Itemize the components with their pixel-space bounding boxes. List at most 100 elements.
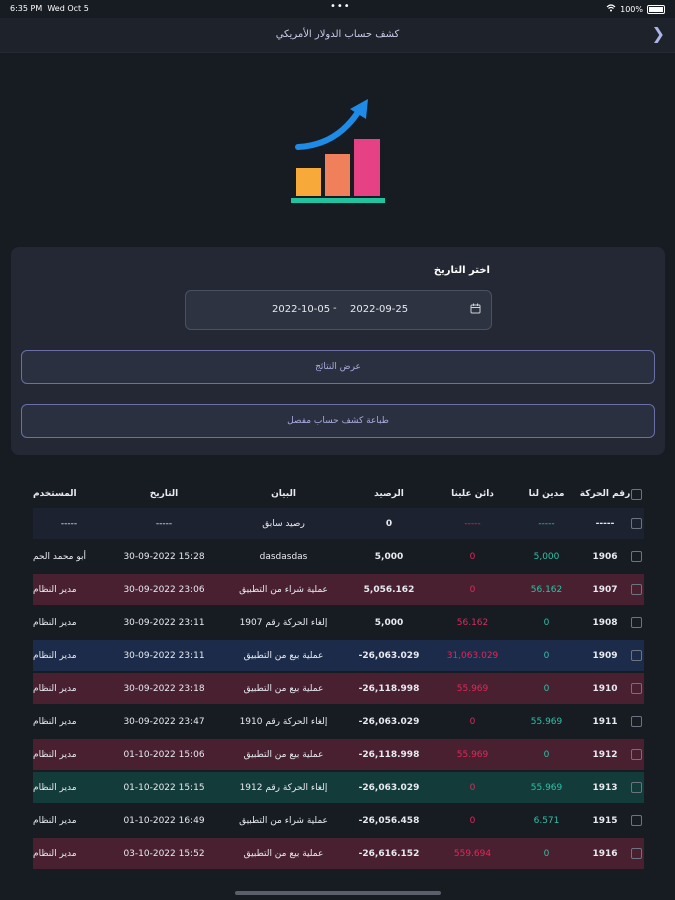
row-date: 01-10-2022 15:15 [123, 782, 205, 793]
row-id: 1906 [592, 551, 618, 562]
row-description: إلغاء الحركة رقم 1912 [239, 782, 328, 793]
row-user: مدير النظام [33, 617, 77, 628]
row-debit: 6.571 [533, 815, 560, 826]
header-balance[interactable]: الرصيد [374, 489, 404, 499]
row-checkbox[interactable] [628, 508, 644, 539]
row-checkbox[interactable] [628, 640, 644, 671]
battery-percent: 100% [620, 4, 643, 14]
row-date: ----- [155, 518, 173, 529]
row-credit: 0 [469, 551, 476, 562]
row-credit: 0 [469, 782, 476, 793]
row-id: 1908 [592, 617, 618, 628]
row-checkbox[interactable] [628, 805, 644, 836]
row-debit: 0 [543, 617, 550, 628]
row-balance: 5,000 [374, 551, 404, 562]
select-all-checkbox[interactable] [628, 480, 644, 508]
row-date: 30-09-2022 23:47 [123, 716, 205, 727]
row-debit: 55.969 [530, 782, 563, 793]
growth-chart-logo [288, 97, 388, 209]
row-checkbox[interactable] [628, 574, 644, 605]
row-user: أبو محمد الحم [33, 551, 86, 562]
row-description: dasdasdas [259, 551, 308, 562]
row-date: 03-10-2022 15:52 [123, 848, 205, 859]
calendar-icon[interactable] [470, 303, 481, 317]
row-credit: 55.969 [456, 683, 489, 694]
row-date: 30-09-2022 23:18 [123, 683, 205, 694]
table-row[interactable]: 1906 5,000 0 5,000 dasdasdas 30-09-2022 … [33, 541, 644, 572]
row-balance: 5,056.162 [363, 584, 415, 595]
header-id[interactable]: رقم الحركة [579, 489, 631, 499]
row-credit: 0 [469, 815, 476, 826]
row-id: 1915 [592, 815, 618, 826]
row-description: إلغاء الحركة رقم 1910 [239, 716, 328, 727]
row-debit: 55.969 [530, 716, 563, 727]
row-balance: -26,056.458 [358, 815, 420, 826]
header-description[interactable]: البيان [271, 489, 296, 499]
table-row[interactable]: 1911 55.969 0 -26,063.029 إلغاء الحركة ر… [33, 706, 644, 737]
row-description: عملية شراء من التطبيق [239, 815, 328, 826]
table-row[interactable]: 1916 0 559.694 -26,616.152 عملية بيع من … [33, 838, 644, 869]
header-user[interactable]: المستخدم [33, 489, 77, 499]
row-description: عملية شراء من التطبيق [239, 584, 328, 595]
header-debit[interactable]: مدين لنا [528, 489, 565, 499]
row-debit: 0 [543, 749, 550, 760]
row-date: 30-09-2022 15:28 [123, 551, 205, 562]
row-balance: -26,118.998 [358, 749, 420, 760]
row-date: 30-09-2022 23:11 [123, 617, 205, 628]
table-row[interactable]: 1912 0 55.969 -26,118.998 عملية بيع من ا… [33, 739, 644, 770]
row-checkbox[interactable] [628, 541, 644, 572]
date-to[interactable]: 2022-10-05 [272, 304, 331, 315]
row-checkbox[interactable] [628, 607, 644, 638]
row-balance: -26,063.029 [358, 716, 420, 727]
date-range-picker[interactable]: 2022-09-25 - 2022-10-05 [185, 290, 492, 330]
page-title: كشف حساب الدولار الأمريكي [275, 29, 400, 40]
show-results-button[interactable]: عرض النتائج [21, 350, 655, 384]
row-balance: -26,063.029 [358, 782, 420, 793]
row-id: ----- [595, 518, 615, 529]
row-debit: 56.162 [530, 584, 563, 595]
row-balance: 0 [385, 518, 393, 529]
table-row[interactable]: 1908 0 56.162 5,000 إلغاء الحركة رقم 190… [33, 607, 644, 638]
row-credit: 56.162 [456, 617, 489, 628]
row-id: 1916 [592, 848, 618, 859]
row-description: رصيد سابق [262, 518, 305, 529]
row-date: 30-09-2022 23:11 [123, 650, 205, 661]
multitasking-dots[interactable]: ••• [330, 1, 351, 12]
table-row[interactable]: 1913 55.969 0 -26,063.029 إلغاء الحركة ر… [33, 772, 644, 803]
table-row[interactable]: 1915 6.571 0 -26,056.458 عملية شراء من ا… [33, 805, 644, 836]
row-checkbox[interactable] [628, 673, 644, 704]
table-header: رقم الحركة مدين لنا دائن علينا الرصيد ال… [33, 480, 644, 508]
table-row[interactable]: 1910 0 55.969 -26,118.998 عملية بيع من ا… [33, 673, 644, 704]
table-row[interactable]: ----- ----- ----- 0 رصيد سابق ----- ----… [33, 508, 644, 539]
status-time: 6:35 PM Wed Oct 5 [10, 4, 89, 13]
row-user: مدير النظام [33, 584, 77, 595]
row-description: عملية بيع من التطبيق [243, 848, 324, 859]
status-bar: 6:35 PM Wed Oct 5 ••• 100% [0, 0, 675, 18]
print-statement-button[interactable]: طباعة كشف حساب مفصل [21, 404, 655, 438]
row-user: مدير النظام [33, 650, 77, 661]
row-checkbox[interactable] [628, 772, 644, 803]
chevron-right-icon[interactable]: ❯ [651, 24, 665, 43]
row-checkbox[interactable] [628, 739, 644, 770]
row-debit: 0 [543, 848, 550, 859]
date-label: اختر التاريخ [433, 265, 490, 276]
row-credit: 31,063.029 [446, 650, 499, 661]
home-indicator[interactable] [235, 891, 441, 895]
header-credit[interactable]: دائن علينا [451, 489, 494, 499]
row-user: مدير النظام [33, 815, 77, 826]
row-credit: 559.694 [453, 848, 492, 859]
table-row[interactable]: 1909 0 31,063.029 -26,063.029 عملية بيع … [33, 640, 644, 671]
row-checkbox[interactable] [628, 706, 644, 737]
row-id: 1912 [592, 749, 618, 760]
row-description: عملية بيع من التطبيق [243, 749, 324, 760]
table-row[interactable]: 1907 56.162 0 5,056.162 عملية شراء من ال… [33, 574, 644, 605]
row-credit: 0 [469, 716, 476, 727]
row-date: 30-09-2022 23:06 [123, 584, 205, 595]
row-checkbox[interactable] [628, 838, 644, 869]
row-id: 1907 [592, 584, 618, 595]
row-date: 01-10-2022 15:06 [123, 749, 205, 760]
status-indicators: 100% [606, 4, 665, 14]
date-from[interactable]: 2022-09-25 [350, 304, 409, 315]
row-balance: 5,000 [374, 617, 404, 628]
header-date[interactable]: التاريخ [149, 489, 179, 499]
